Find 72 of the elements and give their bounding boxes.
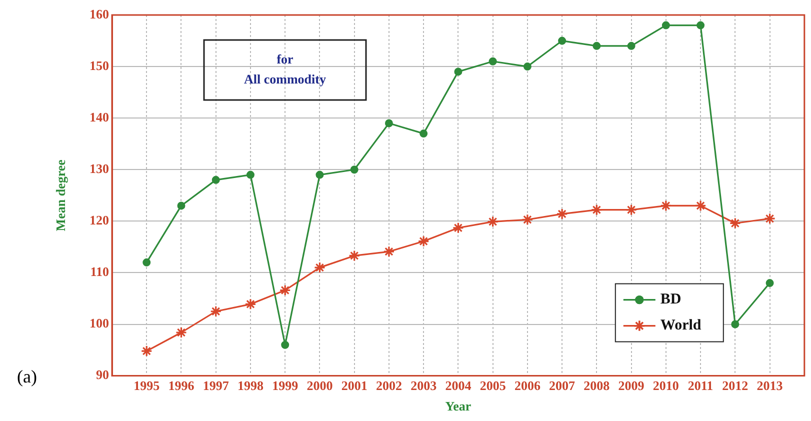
x-tick-label: 2010 xyxy=(652,378,679,393)
point xyxy=(729,217,741,230)
annotation: for xyxy=(276,51,294,66)
point xyxy=(454,68,462,76)
point xyxy=(487,216,499,228)
point xyxy=(314,262,326,274)
point xyxy=(420,130,428,138)
point xyxy=(626,204,638,216)
text: (a) xyxy=(17,366,37,387)
annotation: All commodity xyxy=(244,71,326,86)
point xyxy=(316,170,324,179)
y-tick-label: 100 xyxy=(90,316,109,331)
point xyxy=(590,204,602,216)
y-tick-label: 110 xyxy=(90,264,109,280)
point xyxy=(281,340,290,349)
x-tick-label: 2006 xyxy=(514,378,541,393)
x-axis-title: Year xyxy=(445,398,472,414)
x-tick-label: 1999 xyxy=(272,378,299,393)
legend-label: BD xyxy=(660,292,682,308)
x-tick-label: 2009 xyxy=(618,378,645,393)
legend-label: World xyxy=(660,318,702,334)
x-tick-label: 1997 xyxy=(202,378,230,393)
x-tick-label: 2013 xyxy=(756,378,784,393)
point xyxy=(522,214,534,226)
point xyxy=(696,21,705,30)
x-tick-label: 2001 xyxy=(341,378,368,393)
point xyxy=(212,176,220,184)
point xyxy=(246,170,254,179)
point xyxy=(523,62,532,71)
point xyxy=(662,21,670,30)
point xyxy=(731,320,740,328)
y-tick-label: 120 xyxy=(90,212,109,228)
point xyxy=(142,258,151,266)
point xyxy=(175,326,188,338)
point xyxy=(418,235,430,248)
point xyxy=(210,306,222,318)
x-tick-label: 2012 xyxy=(722,378,748,393)
point xyxy=(766,279,774,288)
point xyxy=(177,202,186,210)
point xyxy=(592,42,601,50)
y-tick-label: 160 xyxy=(90,6,109,22)
y-tick-label: 150 xyxy=(90,58,109,73)
x-tick-label: 1996 xyxy=(168,378,195,393)
x-tick-label: 1998 xyxy=(237,378,264,393)
x-tick-label: 2007 xyxy=(549,378,576,393)
y-tick-label: 130 xyxy=(90,160,109,176)
point xyxy=(556,208,568,220)
x-tick-label: 2008 xyxy=(584,378,610,393)
point xyxy=(279,284,291,296)
x-tick-label: 2000 xyxy=(306,378,333,393)
point xyxy=(694,200,706,212)
point xyxy=(660,200,672,212)
y-axis-title: Mean degree xyxy=(53,159,68,232)
x-tick-label: 2002 xyxy=(376,378,402,393)
x-tick-label: 2005 xyxy=(480,378,506,393)
point xyxy=(558,36,566,45)
point xyxy=(348,250,360,262)
point xyxy=(383,246,395,258)
y-tick-label: 90 xyxy=(96,367,109,382)
x-tick-label: 2004 xyxy=(445,378,472,393)
x-tick-label: 1995 xyxy=(134,378,160,393)
y-tick-label: 140 xyxy=(90,109,109,124)
point xyxy=(384,119,393,128)
point xyxy=(350,166,358,174)
point xyxy=(452,222,464,234)
point xyxy=(764,212,776,224)
point xyxy=(244,298,256,310)
point xyxy=(488,57,497,66)
x-tick-label: 2011 xyxy=(688,378,714,393)
x-tick-label: 2003 xyxy=(410,378,438,393)
point xyxy=(140,345,152,357)
point xyxy=(627,42,636,50)
